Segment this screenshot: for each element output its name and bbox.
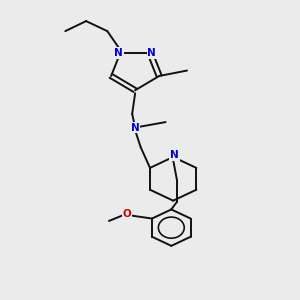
Text: O: O (122, 209, 131, 219)
Text: N: N (131, 123, 140, 133)
Text: N: N (170, 150, 179, 160)
Text: N: N (148, 48, 156, 58)
Text: N: N (114, 48, 123, 58)
